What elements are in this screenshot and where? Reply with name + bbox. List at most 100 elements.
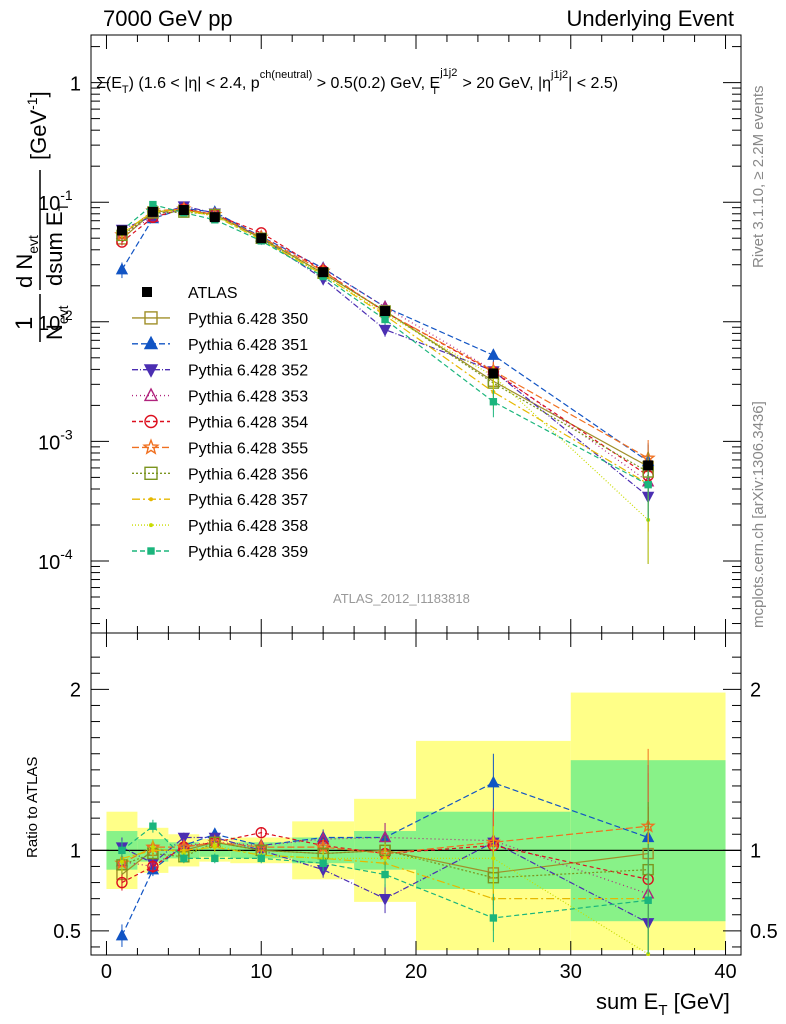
y-tick-label: 10-1 [38,187,73,215]
ratio-point [180,854,188,863]
legend-label: Pythia 6.428 357 [188,492,308,509]
legend-entry: Pythia 6.428 355 [132,438,308,457]
atlas-point [147,206,158,217]
main-point [487,348,500,360]
legend-label: Pythia 6.428 351 [188,337,308,354]
atlas-point [209,212,220,223]
ratio-y-tick-label: 2 [70,679,81,701]
legend-label: Pythia 6.428 353 [188,389,308,406]
x-tick-label: 20 [405,961,427,983]
ratio-y-tick-label-right: 2 [750,679,761,701]
ratio-point [149,822,157,830]
main-point [644,480,652,489]
ratio-point [319,859,327,867]
ratio-point [255,826,267,839]
legend-label: Pythia 6.428 350 [188,311,308,328]
legend-entry: Pythia 6.428 359 [132,544,308,561]
legend-label: Pythia 6.428 359 [188,544,308,561]
ratio-point [383,856,388,861]
x-axis-label: sum ET [GeV] [596,989,730,1019]
x-tick-label: 0 [101,961,112,983]
atlas-point [643,460,654,471]
header-left: 7000 GeV pp [103,6,233,31]
ylabel-frac1-den: Nevt [42,305,71,340]
ratio-y-tick-label-right: 0.5 [750,921,778,943]
ratio-point [491,856,496,861]
ratio-point [116,876,128,889]
y-tick-label: 10-2 [38,307,73,335]
legend-marker [149,497,153,502]
ratio-point [644,896,652,904]
x-tick-label: 10 [250,961,272,983]
ratio-point [489,914,498,922]
ylabel-frac1-num: 1 [11,317,38,330]
atlas-point [116,225,127,236]
ratio-point [115,928,129,941]
y-axis-label-ratio: Ratio to ATLAS [24,757,41,858]
atlas-point [178,205,189,216]
legend-label: ATLAS [188,285,238,302]
ratio-point [118,846,126,855]
legend-marker [142,438,160,455]
ratio-point [381,870,389,879]
axes: 0 10 20 30 40 1 10-1 10-2 10-3 10-4 0.5 0.5 1 1 2 2 [38,35,778,983]
legend-entry: Pythia 6.428 352 [132,363,308,380]
y-tick-label: 10-3 [38,426,73,454]
main-point [115,262,129,275]
ratio-point [257,854,265,863]
ratio-point [212,843,217,848]
legend-entry: Pythia 6.428 350 [132,311,308,328]
ratio-point [378,893,392,906]
ratio-point [147,860,159,873]
atlas-point [380,306,391,317]
legend-label: Pythia 6.428 356 [188,466,308,483]
ratio-y-tick-label: 1 [70,840,81,862]
legend-marker [144,311,158,325]
legend-entry: Pythia 6.428 353 [132,387,308,406]
ratio-point [487,775,500,788]
legend-label: Pythia 6.428 358 [188,518,308,535]
main-point [381,315,389,324]
legend-entry: Pythia 6.428 356 [132,466,308,483]
legend-marker [149,523,153,528]
y-axis-label-main: 1 Nevt d Nevt dsum ET [GeV-1] [11,91,71,342]
ratio-point [177,832,191,845]
legend-entry: Pythia 6.428 358 [132,518,308,535]
main-line [121,208,649,477]
x-tick-label: 30 [560,961,582,983]
legend-label: Pythia 6.428 354 [188,415,308,432]
y-tick-label: 10-4 [38,546,73,574]
analysis-watermark: ATLAS_2012_I1183818 [333,591,470,606]
ratio-line [121,846,649,900]
legend-label: Pythia 6.428 352 [188,363,308,380]
ylabel-unit: [GeV-1] [24,91,51,160]
legend-marker [143,387,159,402]
legend-marker [144,414,158,429]
ratio-y-tick-label: 0.5 [53,921,81,943]
ratio-point [150,845,155,850]
legend-entry: Pythia 6.428 351 [132,335,308,354]
ylabel-frac2-den: dsum ET [42,202,71,286]
series-layer [114,200,656,956]
main-point [149,200,157,209]
header-right: Underlying Event [566,6,734,31]
ratio-point [119,859,124,864]
legend-marker [143,335,159,350]
legend-marker [144,466,158,480]
legend-entry: Pythia 6.428 357 [132,492,308,509]
atlas-point [256,233,267,244]
legend-marker [143,364,159,378]
x-tick-label: 40 [714,961,736,983]
legend-label: Pythia 6.428 355 [188,440,308,457]
ylabel-frac2-num: d Nevt [12,235,41,288]
legend-marker [147,547,155,555]
main-point [378,324,392,337]
atlas-point [318,267,329,278]
legend-entry-atlas: ATLAS [142,285,238,302]
main-point [489,398,498,406]
series-atlas [116,205,654,471]
ratio-y-tick-label-right: 1 [750,840,761,862]
y-tick-label: 1 [70,74,81,96]
main-line [121,207,649,483]
